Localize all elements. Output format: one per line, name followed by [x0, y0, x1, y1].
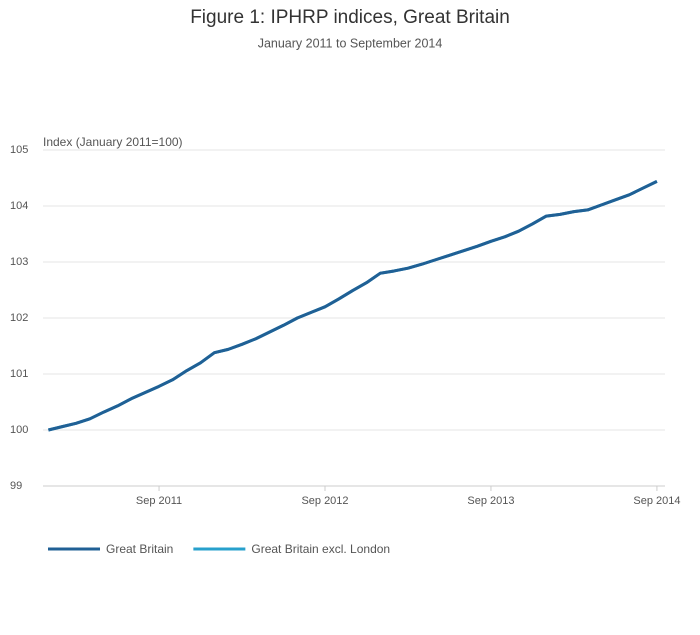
y-tick-label: 102	[10, 312, 28, 324]
chart-title: Figure 1: IPHRP indices, Great Britain	[190, 7, 510, 28]
y-tick-label: 101	[10, 368, 28, 380]
series-line	[48, 180, 658, 432]
y-axis-label: Index (January 2011=100)	[43, 135, 183, 149]
y-tick-label: 104	[10, 200, 28, 212]
x-tick-label: Sep 2013	[467, 495, 514, 507]
y-tick-label: 100	[10, 424, 28, 436]
y-tick-label: 103	[10, 256, 28, 268]
x-tick-label: Sep 2014	[633, 495, 680, 507]
x-tick-label: Sep 2011	[136, 495, 182, 507]
legend-label: Great Britain	[106, 542, 173, 556]
y-tick-label: 105	[10, 144, 28, 156]
legend-label: Great Britain excl. London	[251, 542, 390, 556]
chart-subtitle: January 2011 to September 2014	[258, 36, 443, 50]
series-line	[48, 180, 658, 432]
y-tick-label: 99	[10, 480, 22, 492]
x-tick-label: Sep 2012	[301, 495, 348, 507]
